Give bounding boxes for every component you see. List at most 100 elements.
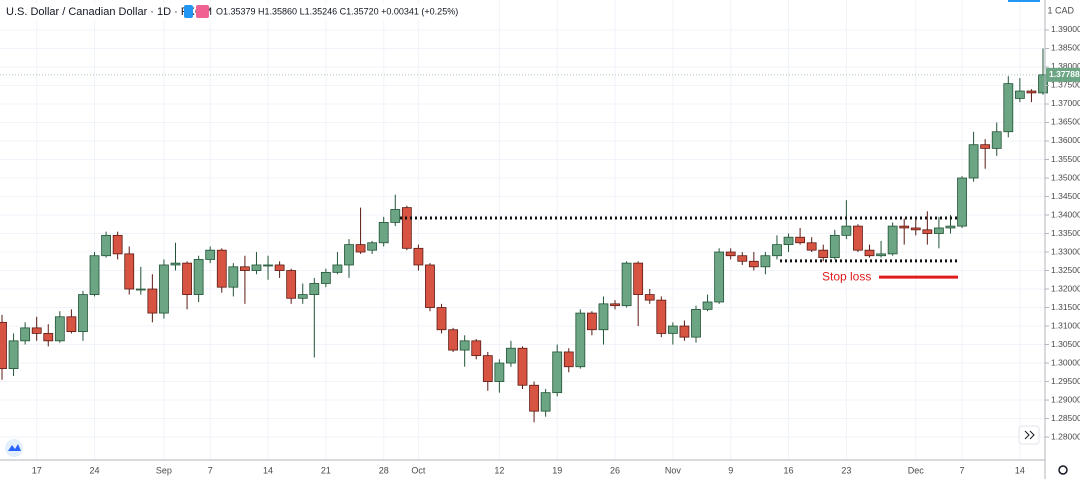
candle-body <box>737 255 748 262</box>
legend-background <box>2 3 432 21</box>
x-tick-label: 16 <box>784 465 794 475</box>
top-indicator <box>1008 0 1040 2</box>
candle-body <box>910 227 921 231</box>
candle-body <box>182 262 192 295</box>
candle-body <box>309 283 320 295</box>
candle-body <box>471 340 482 357</box>
candle-body <box>795 236 805 244</box>
candle-body <box>922 229 933 234</box>
x-tick-label: Sep <box>156 465 172 475</box>
candle-body <box>644 294 655 301</box>
y-tick-label: 1.34000 <box>1051 209 1080 219</box>
x-tick-label: 19 <box>552 465 562 475</box>
scroll-icon <box>1024 430 1035 440</box>
candle-body <box>1038 74 1048 94</box>
candle-body <box>320 271 331 284</box>
candle-body <box>1003 83 1014 133</box>
candle-body <box>968 144 979 179</box>
candle-body <box>78 294 88 332</box>
candle-body <box>43 333 54 342</box>
candle-body <box>725 251 736 257</box>
x-tick-label: Dec <box>908 465 925 475</box>
candle-body <box>390 209 401 223</box>
y-tick-label: 1.29500 <box>1051 376 1080 386</box>
candle-body <box>957 177 967 227</box>
candle-body <box>633 262 644 295</box>
candle-body <box>517 347 528 386</box>
candle-body <box>563 351 574 368</box>
x-tick-label: 14 <box>263 465 273 475</box>
axis-unit: 1 CAD <box>1047 5 1074 15</box>
candle-body <box>216 249 227 288</box>
candle-body <box>945 225 956 229</box>
candle-body <box>691 308 701 338</box>
candle-body <box>274 264 285 271</box>
x-tick-label: 21 <box>321 465 331 475</box>
x-tick-label: 9 <box>728 465 733 475</box>
x-tick-label: 7 <box>208 465 213 475</box>
y-tick-label: 1.31500 <box>1051 302 1080 312</box>
candle-body <box>575 312 586 368</box>
candle-body <box>228 266 239 288</box>
x-tick-label: 7 <box>960 465 965 475</box>
y-tick-label: 1.32500 <box>1051 265 1080 275</box>
last-price-label: 1.37788 <box>1049 69 1080 79</box>
candle-body <box>135 288 146 291</box>
candle-body <box>540 392 551 412</box>
candle-body <box>1026 90 1037 94</box>
candle-body <box>54 316 65 342</box>
candle-body <box>679 325 690 338</box>
x-tick-label: Oct <box>411 465 426 475</box>
candle-body <box>332 264 343 273</box>
y-tick-label: 1.35000 <box>1051 172 1080 182</box>
settings-icon[interactable] <box>1058 465 1068 475</box>
y-tick-label: 1.38500 <box>1051 43 1080 53</box>
candle-body <box>367 242 378 251</box>
candles <box>0 48 1048 423</box>
x-tick-label: 23 <box>841 465 851 475</box>
candle-body <box>876 253 886 257</box>
x-tick-label: 28 <box>379 465 389 475</box>
x-tick-label: 14 <box>1015 465 1025 475</box>
candle-body <box>159 264 169 314</box>
candle-body <box>66 316 77 332</box>
candle-body <box>506 347 516 364</box>
y-tick-label: 1.36500 <box>1051 117 1080 127</box>
candle-body <box>89 255 100 295</box>
y-tick-label: 1.33000 <box>1051 246 1080 256</box>
candle-body <box>980 144 991 149</box>
candle-body <box>124 253 135 290</box>
candle-body <box>193 259 204 295</box>
candle-body <box>425 264 435 308</box>
y-tick-label: 1.29000 <box>1051 394 1080 404</box>
y-tick-label: 1.38000 <box>1051 61 1080 71</box>
x-tick-label: 24 <box>90 465 100 475</box>
candle-body <box>818 249 829 258</box>
candle-body <box>494 362 505 382</box>
candle-body <box>702 301 713 310</box>
candle-body <box>887 225 898 255</box>
y-tick-label: 1.37500 <box>1051 80 1080 90</box>
candle-body <box>378 222 389 244</box>
candle-body <box>401 207 412 249</box>
y-tick-label: 1.39000 <box>1051 24 1080 34</box>
candle-body <box>610 303 620 307</box>
candle-body <box>899 225 910 229</box>
market-icon <box>184 5 193 18</box>
candle-body <box>482 355 493 382</box>
y-tick-label: 1.30500 <box>1051 339 1080 349</box>
candle-body <box>239 266 250 271</box>
y-tick-label: 1.37000 <box>1051 98 1080 108</box>
candle-body <box>587 312 597 331</box>
candle-body <box>297 294 308 299</box>
candle-body <box>0 321 7 369</box>
candle-body <box>748 260 759 268</box>
candle-body <box>783 236 794 246</box>
x-tick-label: 17 <box>32 465 42 475</box>
candle-body <box>656 299 667 334</box>
candle-body <box>459 340 470 351</box>
candle-body <box>8 340 19 369</box>
candle-body <box>552 351 563 394</box>
